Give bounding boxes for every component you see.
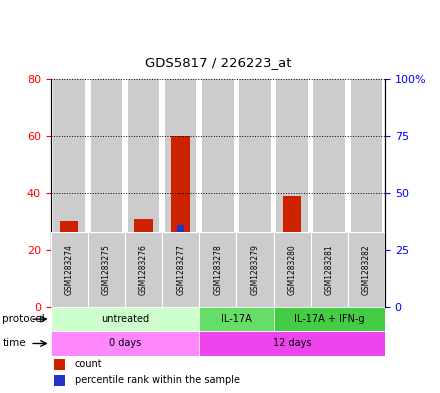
Text: GDS5817 / 226223_at: GDS5817 / 226223_at: [145, 56, 291, 69]
Bar: [140, 252, 147, 307]
Bar: [313, 79, 345, 307]
Bar: [54, 359, 65, 370]
Bar: [202, 79, 234, 307]
Bar: [239, 79, 271, 307]
Bar: [276, 79, 308, 307]
Bar: [214, 264, 221, 307]
Text: GSM1283277: GSM1283277: [176, 244, 185, 295]
Bar: [97, 293, 116, 307]
Text: time: time: [2, 338, 26, 349]
Bar: [128, 79, 159, 307]
Bar: [134, 219, 153, 307]
Text: 12 days: 12 days: [273, 338, 312, 349]
Bar: [251, 255, 259, 307]
Text: GSM1283280: GSM1283280: [288, 244, 297, 295]
Bar: [311, 232, 348, 307]
Text: count: count: [75, 359, 103, 369]
Bar: [283, 196, 301, 307]
Bar: [53, 79, 85, 307]
Bar: [171, 136, 190, 307]
Bar: [51, 331, 199, 356]
Bar: [357, 304, 376, 307]
Bar: [177, 225, 184, 307]
Text: GSM1283278: GSM1283278: [213, 244, 222, 295]
Bar: [288, 248, 296, 307]
Bar: [363, 302, 370, 307]
Bar: [51, 232, 88, 307]
Text: GSM1283279: GSM1283279: [250, 244, 260, 295]
Bar: [320, 296, 338, 307]
Text: percentile rank within the sample: percentile rank within the sample: [75, 375, 240, 386]
Bar: [66, 257, 73, 307]
Bar: [88, 232, 125, 307]
Text: IL-17A: IL-17A: [221, 314, 252, 324]
Text: untreated: untreated: [101, 314, 149, 324]
Text: IL-17A + IFN-g: IL-17A + IFN-g: [294, 314, 364, 324]
Bar: [125, 232, 162, 307]
Text: protocol: protocol: [2, 314, 45, 324]
Text: GSM1283275: GSM1283275: [102, 244, 111, 295]
Bar: [326, 289, 333, 307]
Bar: [103, 293, 110, 307]
Bar: [236, 232, 274, 307]
Bar: [209, 259, 227, 307]
Text: GSM1283281: GSM1283281: [325, 244, 334, 295]
Bar: [199, 307, 274, 331]
Bar: [51, 307, 199, 331]
Bar: [351, 79, 382, 307]
Bar: [165, 79, 196, 307]
Bar: [274, 307, 385, 331]
Bar: [274, 232, 311, 307]
Bar: [348, 232, 385, 307]
Bar: [162, 232, 199, 307]
Bar: [246, 233, 264, 307]
Bar: [199, 331, 385, 356]
Bar: [60, 222, 78, 307]
Text: GSM1283276: GSM1283276: [139, 244, 148, 295]
Bar: [91, 79, 122, 307]
Text: 0 days: 0 days: [109, 338, 141, 349]
Bar: [54, 375, 65, 386]
Text: GSM1283282: GSM1283282: [362, 244, 371, 295]
Bar: [199, 232, 236, 307]
Text: GSM1283274: GSM1283274: [65, 244, 73, 295]
